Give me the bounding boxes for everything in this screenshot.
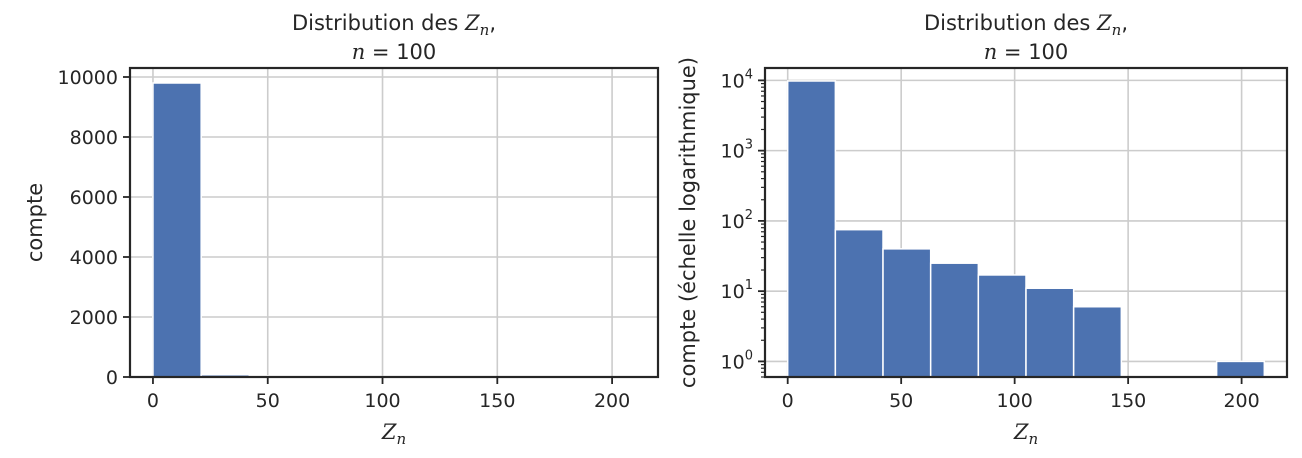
x-tick-label: 0 xyxy=(782,390,794,412)
histogram-bar xyxy=(1025,287,1075,378)
y-tick-exponent: 1 xyxy=(745,278,753,293)
chart-2: 0 50 100 150 200100101102103104Distribution … xyxy=(676,11,1289,448)
x-label-subscript: n xyxy=(1028,430,1038,448)
y-tick-base: 10 xyxy=(721,211,745,233)
title-suffix: , xyxy=(1121,11,1128,35)
x-tick-label: 150 xyxy=(1110,390,1146,412)
x-tick-label: 100 xyxy=(997,390,1033,412)
y-tick-label: 100 xyxy=(721,348,753,373)
title-n-symbol: n xyxy=(352,40,366,64)
x-tick-label: 0 xyxy=(147,390,159,412)
title-n-value: = 100 xyxy=(997,40,1068,64)
x-tick-label: 100 xyxy=(364,390,400,412)
y-tick-label: 103 xyxy=(721,138,753,163)
axes-frame xyxy=(763,66,1289,379)
title-subscript: n xyxy=(1112,21,1122,39)
y-tick-base: 10 xyxy=(721,141,745,163)
title-prefix: Distribution des xyxy=(924,11,1097,35)
chart-title: Distribution des Zn, xyxy=(924,11,1128,39)
axes-frame xyxy=(128,66,660,379)
y-axis-label: compte (échelle logarithmique) xyxy=(676,57,700,388)
x-tick-label: 200 xyxy=(1223,390,1259,412)
y-tick-base: 10 xyxy=(721,70,745,92)
x-label-variable: Z xyxy=(381,420,397,444)
x-tick-label: 50 xyxy=(256,390,280,412)
y-tick-exponent: 2 xyxy=(745,208,753,223)
y-tick-base: 10 xyxy=(721,281,745,303)
title-suffix: , xyxy=(489,11,496,35)
y-tick-label: 6000 xyxy=(70,187,118,209)
y-tick-label: 2000 xyxy=(70,307,118,329)
title-variable: Z xyxy=(1096,11,1112,35)
y-tick-exponent: 4 xyxy=(745,67,753,82)
y-tick-label: 101 xyxy=(721,278,753,303)
y-tick-exponent: 3 xyxy=(745,138,753,153)
y-tick-base: 10 xyxy=(721,351,745,373)
y-tick-label: 4000 xyxy=(70,247,118,269)
histogram-bar xyxy=(882,248,932,378)
title-variable: Z xyxy=(464,11,480,35)
chart-1: 0 50 100 150 2000200040006000800010000Distri… xyxy=(23,11,660,448)
x-tick-label: 150 xyxy=(479,390,515,412)
x-axis-label: Zn xyxy=(1013,420,1038,448)
histogram-bar xyxy=(977,274,1027,378)
y-tick-label: 102 xyxy=(721,208,753,233)
chart-title-line2: n = 100 xyxy=(984,40,1069,64)
histogram-bar xyxy=(152,82,202,378)
histogram-bar xyxy=(1215,360,1266,378)
title-n-value: = 100 xyxy=(365,40,436,64)
y-axis-label: compte xyxy=(23,183,47,262)
y-tick-label: 104 xyxy=(721,67,753,92)
histogram-bar xyxy=(1072,305,1123,378)
y-tick-label: 0 xyxy=(106,367,118,389)
title-prefix: Distribution des xyxy=(292,11,465,35)
y-tick-label: 8000 xyxy=(70,127,118,149)
histogram-bar xyxy=(834,228,884,378)
title-n-symbol: n xyxy=(984,40,998,64)
chart-title: Distribution des Zn, xyxy=(292,11,496,39)
histogram-bar xyxy=(929,262,980,378)
x-tick-label: 50 xyxy=(889,390,913,412)
chart-title-line2: n = 100 xyxy=(352,40,437,64)
x-label-subscript: n xyxy=(396,430,406,448)
x-label-variable: Z xyxy=(1013,420,1029,444)
x-tick-label: 200 xyxy=(594,390,630,412)
title-subscript: n xyxy=(480,21,490,39)
histogram-bar xyxy=(786,80,837,378)
y-tick-exponent: 0 xyxy=(745,348,753,363)
x-axis-label: Zn xyxy=(381,420,406,448)
y-tick-label: 10000 xyxy=(58,67,118,89)
